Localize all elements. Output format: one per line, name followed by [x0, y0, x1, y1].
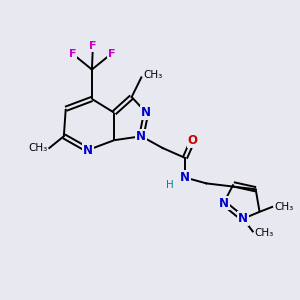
Text: F: F [108, 49, 115, 59]
Text: N: N [180, 171, 190, 184]
Text: H: H [166, 180, 173, 190]
Text: F: F [69, 49, 76, 59]
Text: O: O [188, 134, 198, 147]
Text: N: N [83, 143, 93, 157]
Text: CH₃: CH₃ [255, 228, 274, 239]
Text: CH₃: CH₃ [28, 143, 47, 153]
Text: N: N [141, 106, 151, 119]
Text: F: F [89, 41, 97, 51]
Text: N: N [136, 130, 146, 143]
Text: N: N [238, 212, 248, 225]
Text: N: N [219, 196, 229, 209]
Text: CH₃: CH₃ [274, 202, 293, 212]
Text: CH₃: CH₃ [143, 70, 163, 80]
